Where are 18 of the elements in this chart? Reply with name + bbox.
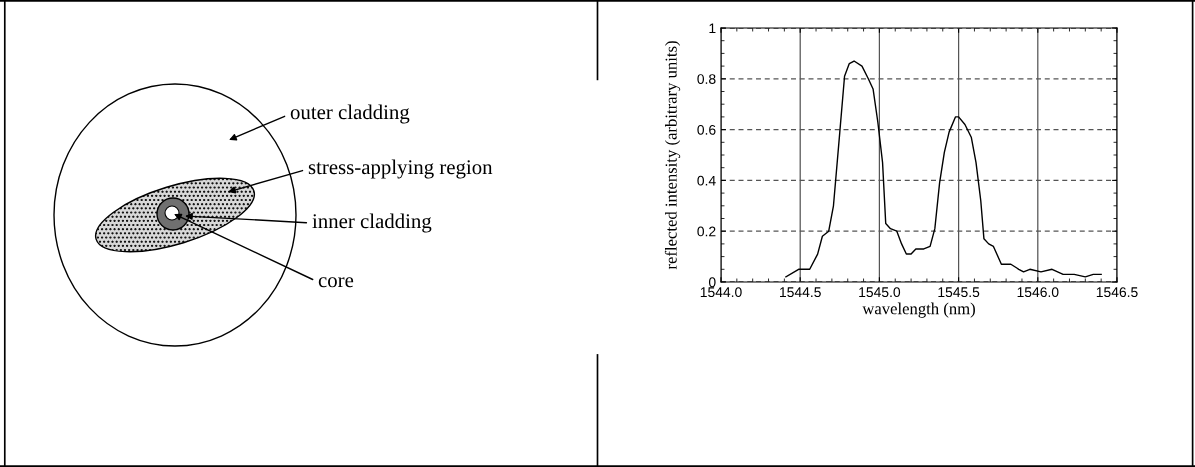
y-tick-label: 0.8	[697, 74, 716, 84]
text: core	[318, 277, 354, 288]
x-tick-label: 1545.0	[859, 287, 901, 298]
y-tick-label: 0.6	[697, 124, 716, 135]
text: outer cladding	[290, 104, 410, 124]
x-tick-label: 1546.0	[1017, 287, 1059, 298]
y-tick-label: 0.4	[697, 175, 716, 186]
text: inner cladding	[312, 213, 432, 233]
y-tick-label: 0.2	[697, 226, 716, 237]
y-tick-label: 0	[708, 277, 716, 288]
x-tick-label: 1544.0	[700, 287, 742, 298]
y-axis-title: reflected intensity (arbitrary units)	[664, 41, 681, 270]
x-tick-label: 1545.5	[938, 287, 980, 298]
x-axis-title: wavelength (nm)	[862, 302, 975, 318]
text: stress-applying region	[308, 159, 493, 179]
x-tick-label: 1546.5	[1096, 287, 1138, 298]
y-tick-label: 1	[709, 23, 716, 34]
x-tick-label: 1544.5	[780, 287, 821, 298]
